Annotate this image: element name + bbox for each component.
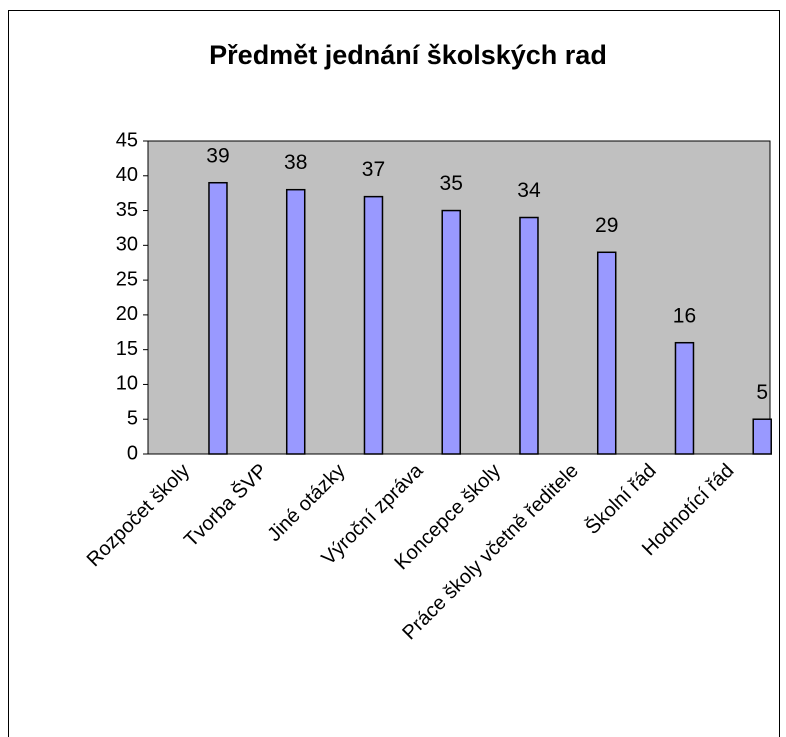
bar — [285, 188, 306, 455]
chart-title: Předmět jednání školských rad — [209, 40, 607, 70]
y-tick-label: 15 — [116, 338, 138, 360]
data-label: 35 — [440, 172, 463, 195]
data-label: 39 — [206, 144, 229, 167]
data-label: 37 — [362, 158, 385, 181]
y-tick-label: 25 — [116, 268, 138, 290]
data-label: 16 — [673, 304, 696, 327]
bar — [441, 209, 461, 455]
y-tick-label: 30 — [116, 234, 138, 256]
data-label: 29 — [595, 214, 618, 237]
bar — [208, 181, 228, 455]
bar — [519, 216, 539, 455]
y-tick-label: 0 — [127, 442, 138, 464]
y-tick-label: 5 — [127, 408, 138, 430]
y-tick-label: 35 — [116, 199, 138, 221]
y-tick-label: 10 — [116, 373, 138, 395]
bar — [363, 195, 384, 455]
bar — [752, 418, 772, 455]
y-tick-label: 20 — [116, 303, 138, 325]
bar — [596, 251, 617, 455]
data-label: 38 — [284, 151, 307, 174]
y-tick-label: 40 — [116, 164, 138, 186]
data-label: 34 — [517, 179, 541, 202]
data-label: 5 — [756, 381, 768, 404]
bar — [674, 341, 695, 455]
y-tick-label: 45 — [116, 129, 138, 151]
